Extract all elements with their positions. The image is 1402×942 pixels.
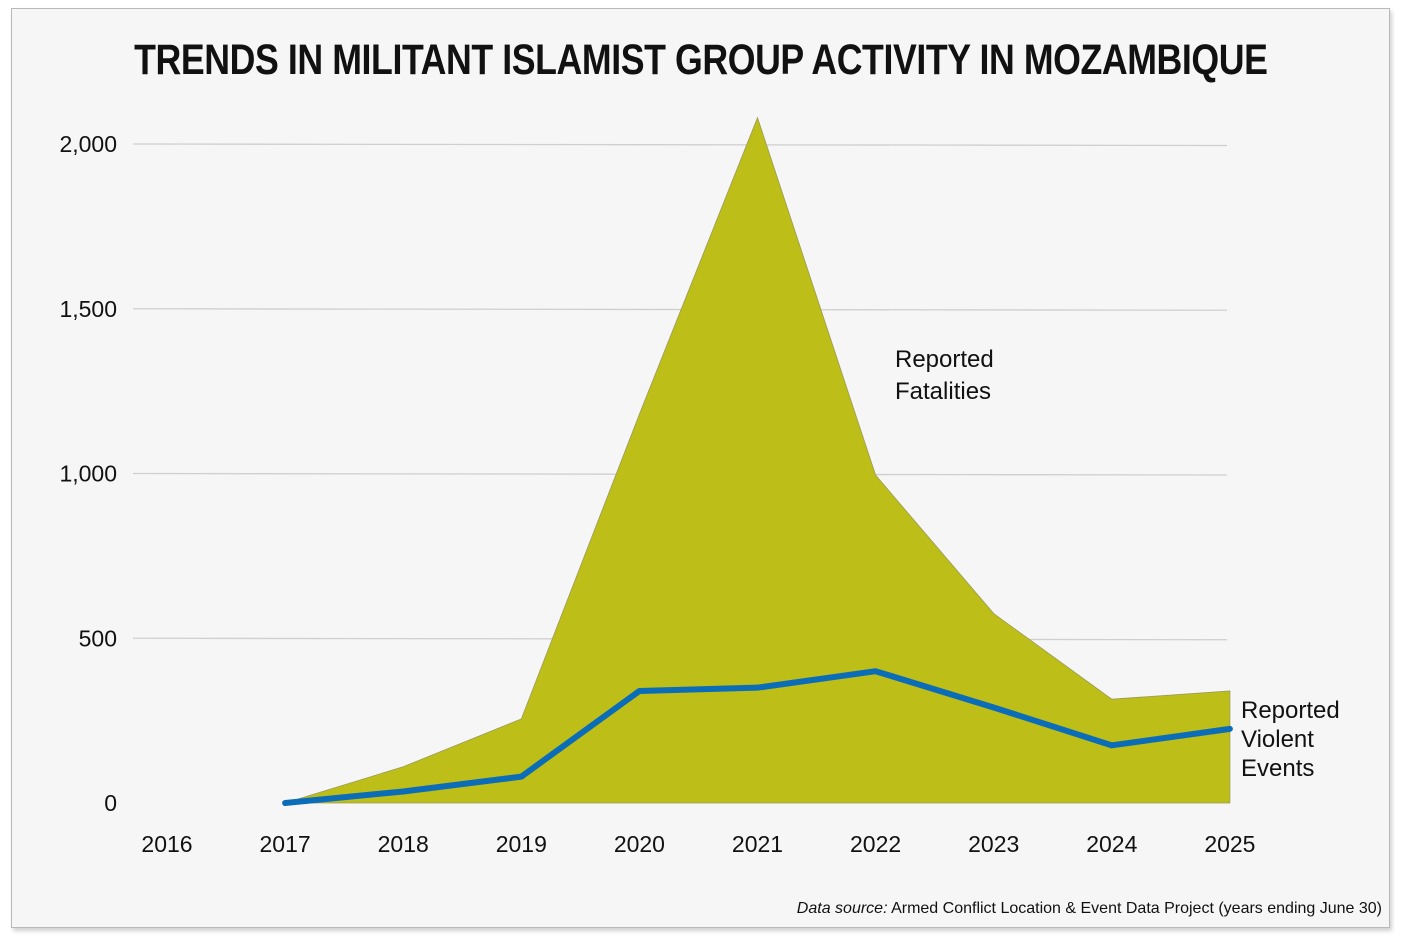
- chart-title: TRENDS IN MILITANT ISLAMIST GROUP ACTIVI…: [134, 36, 1268, 84]
- violent-events-line: [282, 668, 1233, 806]
- events-line-layer: [282, 668, 1233, 806]
- x-tick-label: 2019: [496, 831, 547, 857]
- x-tick-label: 2024: [1086, 831, 1137, 857]
- gridline-2000: [132, 143, 1228, 147]
- y-tick-label: 2,000: [59, 131, 117, 157]
- violent-events-series-label: Reported Violent Events: [1241, 697, 1340, 782]
- fatalities-series-label: Reported Fatalities: [895, 346, 994, 405]
- fatalities-label-line: Fatalities: [895, 378, 991, 405]
- x-tick-label: 2023: [968, 831, 1019, 857]
- x-tick-label: 2018: [378, 831, 429, 857]
- violent-events-label-line: Violent: [1241, 726, 1314, 753]
- x-tick-label: 2020: [614, 831, 665, 857]
- x-axis: 2016 2017 2018 2019 2020 2021 2022 2023 2024 2025: [141, 831, 1255, 857]
- x-tick-label: 2021: [732, 831, 783, 857]
- fatalities-area-layer: [284, 116, 1231, 804]
- x-tick-label: 2025: [1204, 831, 1255, 857]
- y-tick-label: 0: [104, 790, 117, 816]
- data-source-text: Armed Conflict Location & Event Data Pro…: [891, 900, 1382, 917]
- violent-events-label-line: Reported: [1241, 697, 1340, 724]
- y-axis: 0 500 1,000 1,500 2,000: [59, 131, 117, 816]
- fatalities-label-line: Reported: [895, 346, 994, 373]
- x-tick-label: 2017: [260, 831, 311, 857]
- violent-events-label-line: Events: [1241, 755, 1314, 782]
- data-source-prefix: Data source:: [796, 900, 888, 917]
- y-tick-label: 1,500: [59, 296, 117, 322]
- x-tick-label: 2016: [141, 831, 192, 857]
- fatalities-area: [284, 116, 1231, 804]
- data-source-note: Data source: Armed Conflict Location & E…: [797, 900, 1382, 918]
- gridline-1500: [132, 308, 1228, 311]
- x-tick-label: 2022: [850, 831, 901, 857]
- y-tick-label: 1,000: [59, 461, 117, 487]
- y-tick-label: 500: [79, 625, 117, 651]
